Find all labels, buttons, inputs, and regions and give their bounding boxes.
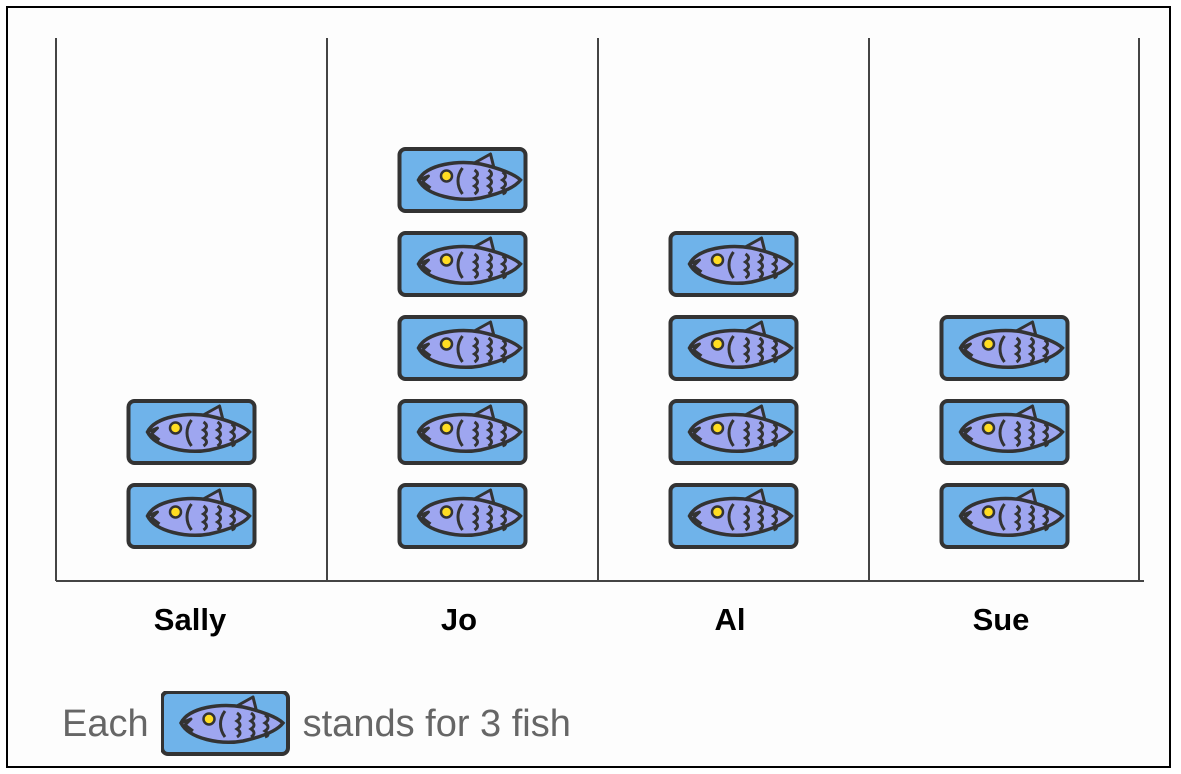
legend-key: Each stands for 3 fish [62, 684, 571, 764]
fish-icon [668, 315, 799, 381]
category-label-sue: Sue [972, 602, 1030, 637]
fish-icon [939, 315, 1070, 381]
chart-frame: Sally Jo Al Sue Each stands for 3 fish [6, 6, 1171, 768]
fish-icon [668, 231, 799, 297]
fish-icon [397, 315, 528, 381]
fish-icon [397, 399, 528, 465]
pictograph-chart [55, 38, 1144, 582]
key-suffix: stands for 3 fish [302, 702, 571, 745]
fish-icon [668, 399, 799, 465]
fish-icon [397, 483, 528, 549]
category-label-jo: Jo [440, 602, 478, 637]
fish-icon [160, 691, 290, 756]
fish-icon [126, 399, 257, 465]
fish-icon [668, 483, 799, 549]
fish-icon [939, 483, 1070, 549]
fish-icon [126, 483, 257, 549]
category-label-sally: Sally [153, 602, 227, 637]
fish-icon [939, 399, 1070, 465]
key-prefix: Each [62, 702, 149, 745]
fish-icon [397, 147, 528, 213]
category-label-al: Al [714, 602, 746, 637]
fish-icon [397, 231, 528, 297]
column-dividers [55, 38, 1144, 582]
